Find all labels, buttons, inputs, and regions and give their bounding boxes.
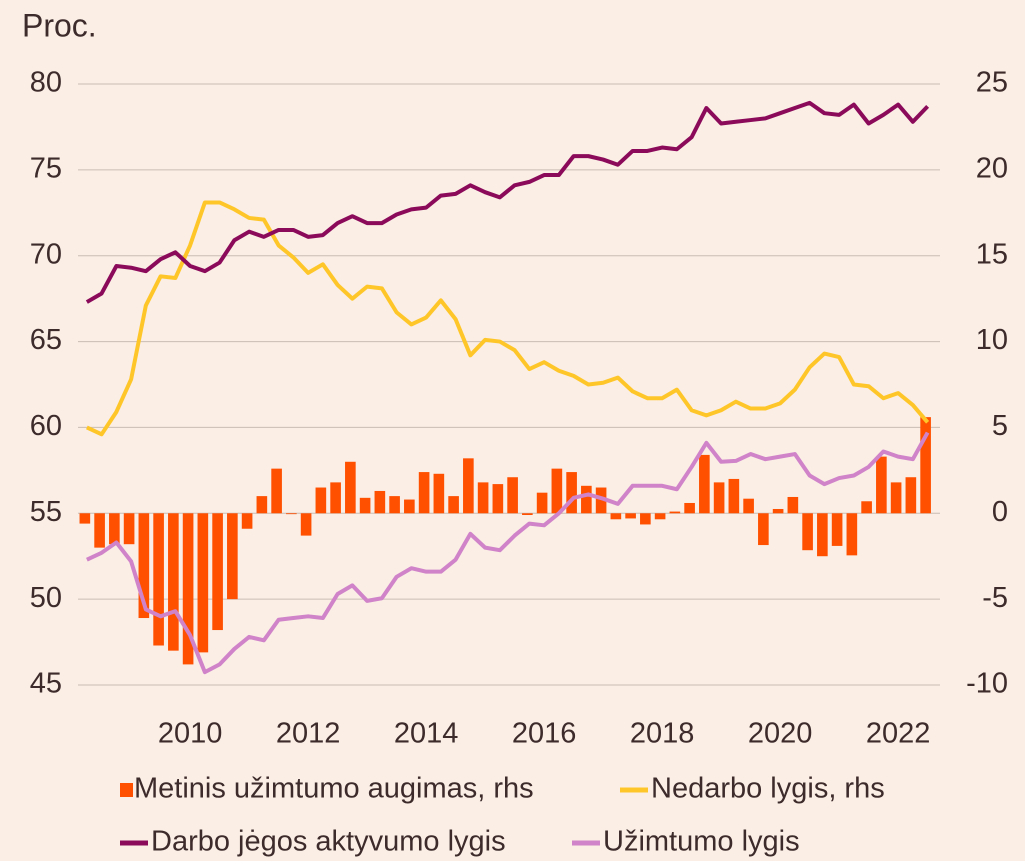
y-tick-label: 50 <box>30 582 62 614</box>
y-tick-label: 75 <box>30 153 62 185</box>
bar <box>168 513 179 651</box>
bar <box>713 482 725 514</box>
bar <box>227 513 238 600</box>
bar <box>330 482 341 514</box>
y2-tick-label: 20 <box>976 153 1008 185</box>
line <box>85 100 930 304</box>
legend-label: Darbo jėgos aktyvumo lygis <box>151 826 506 858</box>
bar <box>846 513 858 556</box>
bar <box>182 513 194 665</box>
bar <box>669 511 681 514</box>
y2-tick-label: 15 <box>976 238 1008 270</box>
x-tick-label: 2014 <box>394 718 459 750</box>
bar <box>507 477 518 514</box>
bar <box>831 513 843 546</box>
bar <box>212 513 223 631</box>
bar <box>79 513 91 524</box>
x-tick-label: 2020 <box>748 718 813 750</box>
y-tick-label: 80 <box>30 67 62 99</box>
bar <box>654 513 666 520</box>
bar <box>610 513 622 520</box>
bar <box>536 492 548 514</box>
bar <box>374 490 386 514</box>
bar <box>492 484 504 514</box>
bar <box>876 456 887 514</box>
bar <box>684 502 695 514</box>
legend-swatch <box>120 783 133 797</box>
bar <box>551 468 563 514</box>
y2-tick-label: 0 <box>992 496 1008 528</box>
legend-label: Užimtumo lygis <box>603 826 800 858</box>
bar <box>197 513 209 653</box>
bar <box>404 499 415 514</box>
legend-label: Metinis užimtumo augimas, rhs <box>134 773 534 805</box>
line <box>86 431 930 675</box>
bar <box>256 496 268 514</box>
x-tick-label: 2010 <box>158 718 223 750</box>
bar <box>94 513 105 548</box>
bar <box>595 487 607 514</box>
bar <box>817 513 828 557</box>
line <box>86 200 930 437</box>
bar <box>448 496 459 514</box>
y-tick-label: 65 <box>30 324 62 356</box>
bar <box>581 485 592 514</box>
y-tick-label: 55 <box>30 496 62 528</box>
y2-tick-label: 10 <box>976 324 1008 356</box>
bar <box>286 513 297 515</box>
bar <box>905 477 917 514</box>
bar <box>758 513 769 546</box>
bar <box>566 472 577 514</box>
bar <box>522 513 533 516</box>
bar <box>418 472 430 514</box>
bar <box>345 461 356 514</box>
bar <box>772 508 784 514</box>
bar <box>123 513 135 545</box>
bar <box>241 513 253 529</box>
x-tick-label: 2018 <box>630 718 695 750</box>
y-axis-label: Proc. <box>22 7 97 43</box>
bar <box>109 513 120 545</box>
bar <box>315 487 327 514</box>
bar <box>153 513 164 646</box>
y2-tick-label: 25 <box>976 67 1008 99</box>
y-tick-label: 70 <box>30 238 62 270</box>
bar <box>787 496 799 514</box>
bar <box>625 513 636 519</box>
legend-label: Nedarbo lygis, rhs <box>651 773 885 805</box>
bar <box>138 513 150 619</box>
y-tick-label: 45 <box>30 668 62 700</box>
x-tick-label: 2016 <box>512 718 577 750</box>
y2-tick-label: -5 <box>982 582 1008 614</box>
bar <box>389 496 400 514</box>
bar <box>300 513 312 536</box>
bar <box>433 473 445 514</box>
bar <box>271 468 282 514</box>
bar <box>743 498 754 514</box>
y2-tick-label: -10 <box>966 668 1008 700</box>
bar <box>802 513 813 551</box>
bar <box>920 417 931 514</box>
bar <box>890 482 902 514</box>
x-tick-label: 2012 <box>276 718 341 750</box>
bar <box>359 497 371 514</box>
bar <box>699 454 710 514</box>
bar <box>477 482 489 514</box>
bar <box>640 513 651 525</box>
bar <box>463 458 474 514</box>
x-tick-label: 2022 <box>866 718 931 750</box>
bar <box>861 501 872 514</box>
bar <box>728 478 740 514</box>
y2-tick-label: 5 <box>992 410 1008 442</box>
y-tick-label: 60 <box>30 410 62 442</box>
